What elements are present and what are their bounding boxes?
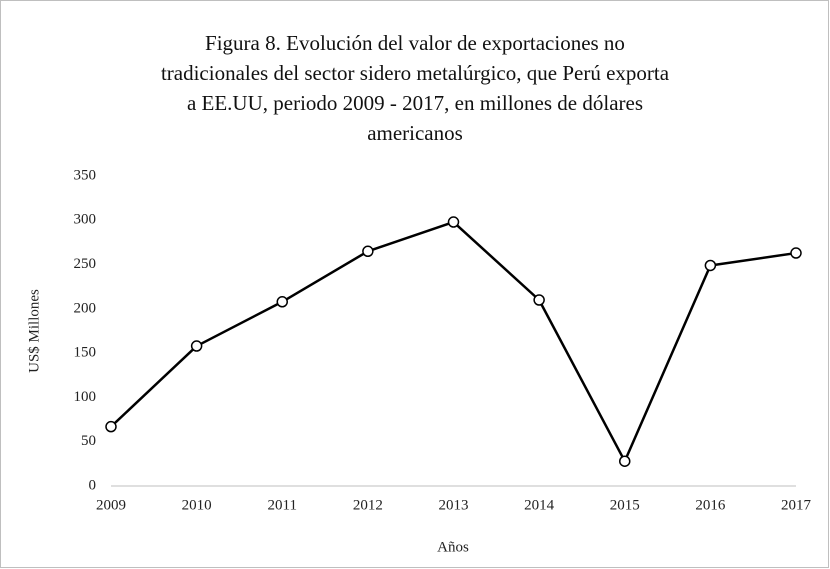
x-tick-label: 2017	[781, 497, 812, 513]
y-tick-label: 200	[74, 300, 97, 316]
chart-title: tradicionales del sector sidero metalúrg…	[161, 61, 670, 85]
y-tick-label: 50	[81, 433, 96, 449]
marker	[790, 247, 802, 259]
x-tick-label: 2009	[96, 497, 126, 513]
marker	[447, 216, 460, 228]
x-tick-label: 2016	[695, 497, 726, 513]
chart-title: a EE.UU, periodo 2009 - 2017, en millone…	[187, 91, 643, 115]
y-tick-label: 250	[74, 256, 97, 272]
x-tick-label: 2010	[182, 497, 212, 513]
marker	[619, 455, 631, 467]
marker	[533, 294, 545, 306]
x-axis-label: Años	[437, 539, 469, 555]
y-tick-label: 100	[74, 389, 97, 405]
chart-title: Figura 8. Evolución del valor de exporta…	[205, 31, 625, 55]
y-tick-label: 350	[74, 167, 97, 183]
marker	[362, 245, 374, 258]
x-tick-label: 2015	[610, 497, 640, 513]
y-tick-label: 150	[74, 345, 97, 361]
marker	[105, 420, 117, 433]
chart-title: americanos	[367, 121, 463, 145]
y-axis-label: US$ Millones	[26, 289, 42, 373]
y-tick-label: 0	[89, 477, 97, 493]
x-tick-label: 2011	[268, 497, 297, 513]
marker	[704, 259, 717, 272]
x-tick-label: 2014	[524, 497, 555, 513]
marker	[190, 340, 203, 352]
x-tick-label: 2012	[353, 497, 383, 513]
x-tick-label: 2013	[439, 497, 469, 513]
y-tick-label: 300	[74, 212, 97, 228]
marker	[276, 296, 288, 308]
